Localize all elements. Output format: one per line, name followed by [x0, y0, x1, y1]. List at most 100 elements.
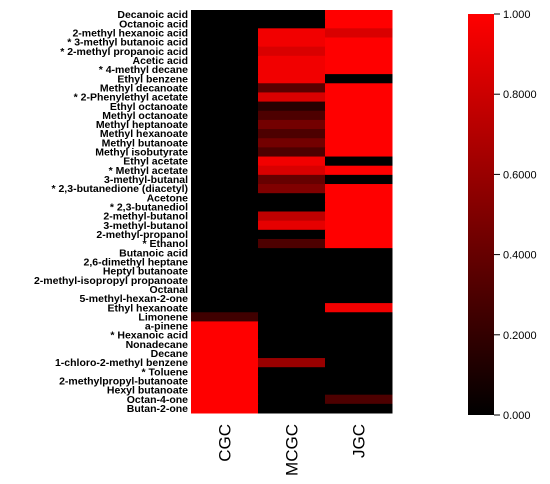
colorbar-gradient	[468, 14, 494, 415]
row-label: Nonadecane	[126, 339, 189, 351]
heatmap-cell	[258, 147, 326, 158]
row-label: * Methyl acetate	[109, 165, 189, 177]
heatmap-cell	[258, 92, 326, 103]
heatmap-cell	[258, 284, 326, 295]
heatmap-cell	[258, 55, 326, 66]
heatmap-cell	[258, 37, 326, 48]
heatmap-cell	[191, 74, 259, 84]
heatmap-cell	[325, 202, 393, 212]
heatmap-cell	[191, 28, 259, 38]
heatmap-cell	[258, 129, 326, 139]
row-label: 2-methyl-butanol	[103, 211, 188, 223]
heatmap-cell	[191, 46, 259, 57]
heatmap-cell	[258, 348, 326, 359]
heatmap-cell	[191, 385, 259, 396]
heatmap-cell	[258, 220, 326, 231]
heatmap-cell	[258, 248, 326, 258]
heatmap-cell	[325, 110, 393, 121]
heatmap-cell	[258, 394, 326, 405]
heatmap-cell	[191, 238, 259, 249]
colorbar: 1.000 0.8000 0.6000 0.4000 0.2000 0.000	[468, 9, 537, 422]
heatmap-cell	[258, 28, 326, 38]
heatmap-cell	[191, 211, 259, 222]
heatmap-cell	[191, 55, 259, 66]
heatmap-cell	[325, 37, 393, 48]
heatmap-cell	[191, 101, 259, 112]
heatmap-cell	[325, 367, 393, 377]
colorbar-ticks: 1.000 0.8000 0.6000 0.4000 0.2000 0.000	[494, 9, 537, 422]
heatmap-cell	[258, 202, 326, 212]
row-label: Octanoic acid	[119, 18, 188, 30]
heatmap-cell	[325, 211, 393, 222]
heatmap-cell	[191, 367, 259, 377]
heatmap-cell	[325, 339, 393, 350]
heatmap-cell	[325, 184, 393, 194]
heatmap-cell	[191, 156, 259, 167]
heatmap-cell	[191, 376, 259, 387]
colorbar-tick-label: 1.000	[503, 9, 531, 21]
row-label: 2-methylpropyl-butanoate	[59, 376, 188, 388]
heatmap-cell	[325, 64, 393, 75]
heatmap-cell	[325, 55, 393, 66]
heatmap-cell	[325, 275, 393, 286]
heatmap-cell	[191, 129, 259, 139]
colorbar-tick-label: 0.6000	[503, 169, 537, 181]
heatmap-cell	[325, 129, 393, 139]
column-labels: CGC MCGC JGC	[216, 424, 369, 476]
heatmap-cell	[258, 330, 326, 341]
row-label: 3-methyl-butanol	[103, 220, 188, 232]
row-label: * Ethanol	[142, 238, 188, 250]
heatmap-cell	[191, 339, 259, 350]
heatmap-cell	[258, 10, 326, 20]
heatmap-cell	[191, 248, 259, 258]
heatmap-cell	[191, 92, 259, 103]
row-label: Butanoic acid	[119, 247, 188, 259]
heatmap-cell	[191, 110, 259, 121]
heatmap-cell	[191, 19, 259, 29]
heatmap-cell	[191, 257, 259, 267]
heatmap-cells	[191, 10, 393, 414]
heatmap-cell	[325, 330, 393, 341]
heatmap-cell	[325, 220, 393, 231]
row-label: * Hexanoic acid	[110, 330, 188, 342]
heatmap-cell	[325, 28, 393, 38]
heatmap-cell	[258, 211, 326, 222]
heatmap-cell	[258, 174, 326, 185]
heatmap-cell	[258, 19, 326, 29]
heatmap-cell	[325, 293, 393, 304]
row-label: 2-methyl hexanoic acid	[72, 27, 188, 39]
heatmap-cell	[258, 293, 326, 304]
row-label: Decanoic acid	[117, 9, 188, 21]
row-label: Acetone	[147, 192, 189, 204]
row-label: Ethyl octanoate	[110, 101, 188, 113]
heatmap-cell	[258, 321, 326, 332]
colorbar-tick-label: 0.000	[503, 410, 531, 422]
heatmap-cell	[191, 275, 259, 286]
heatmap-cell	[258, 257, 326, 267]
heatmap-cell	[191, 229, 259, 240]
heatmap-cell	[191, 37, 259, 48]
heatmap-cell	[258, 184, 326, 194]
row-label: Hexyl butanoate	[107, 385, 188, 397]
heatmap-cell	[258, 101, 326, 112]
heatmap-cell	[191, 348, 259, 359]
heatmap-cell	[258, 358, 326, 368]
heatmap-cell	[191, 266, 259, 277]
heatmap-cell	[325, 385, 393, 396]
row-label: Ethyl acetate	[123, 156, 188, 168]
heatmap-cell	[325, 101, 393, 112]
heatmap-cell	[191, 293, 259, 304]
heatmap-cell	[325, 74, 393, 84]
row-label: Ethyl benzene	[117, 73, 188, 85]
row-label: Decane	[151, 348, 189, 360]
heatmap-cell	[191, 184, 259, 194]
row-label: Heptyl butanoate	[103, 266, 188, 278]
row-label: 2-methyl-isopropyl propanoate	[34, 275, 188, 287]
heatmap-cell	[191, 138, 259, 148]
heatmap-cell	[191, 358, 259, 368]
row-label: Methyl octanoate	[102, 110, 188, 122]
row-label: Methyl butanoate	[102, 137, 188, 149]
heatmap-cell	[325, 119, 393, 130]
heatmap-cell	[325, 403, 393, 414]
